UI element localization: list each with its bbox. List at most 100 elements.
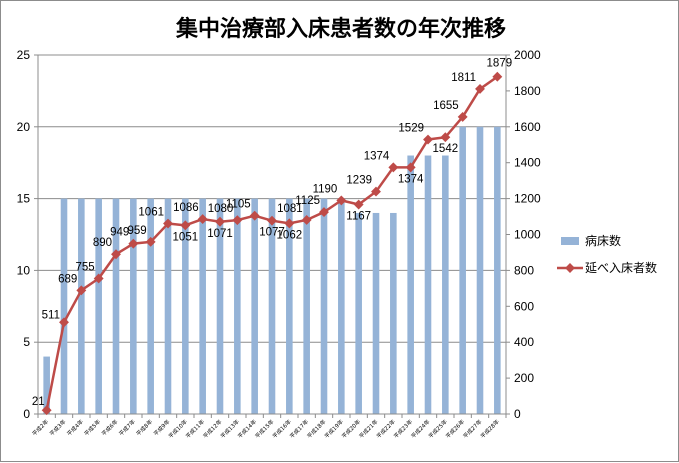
tick-label-right: 400 <box>514 335 534 349</box>
data-label: 21 <box>32 396 45 408</box>
data-label: 1811 <box>451 72 476 84</box>
tick-label-left: 0 <box>23 407 30 421</box>
tick-label-right: 2000 <box>514 48 541 62</box>
bar <box>338 198 345 414</box>
bar <box>286 198 293 414</box>
tick-label-left: 25 <box>17 48 31 62</box>
bar <box>147 198 154 414</box>
line-marker <box>423 134 433 145</box>
bar <box>442 155 449 414</box>
bar <box>303 198 310 414</box>
legend-label-line: 延べ入床者数 <box>585 260 657 275</box>
data-label: 1374 <box>398 173 424 185</box>
data-label: 689 <box>58 273 77 285</box>
bar <box>476 126 484 415</box>
line-marker <box>249 210 260 221</box>
line-marker <box>353 199 364 210</box>
data-label: 1239 <box>346 175 372 187</box>
data-label: 1879 <box>487 58 513 70</box>
line-marker <box>284 218 295 229</box>
tick-label-x: 平成8年 <box>134 417 154 437</box>
bar <box>164 198 172 414</box>
line-marker <box>371 186 381 197</box>
data-label: 1086 <box>173 202 199 214</box>
bar-series <box>43 126 501 415</box>
bar <box>320 198 328 414</box>
line-marker <box>319 207 329 218</box>
legend-marker-line <box>565 263 575 273</box>
bar <box>424 155 432 414</box>
data-label: 1542 <box>433 143 459 155</box>
tick-label-right: 1600 <box>514 120 541 134</box>
bar <box>199 198 206 414</box>
legend: 病床数 延べ入床者数 <box>557 233 657 275</box>
data-label: 1071 <box>207 228 233 240</box>
data-label: 890 <box>93 237 112 249</box>
line-marker <box>128 238 139 249</box>
bar <box>268 198 276 414</box>
tick-label-x: 平成6年 <box>100 417 120 437</box>
chart-title: 集中治療部入床患者数の年次推移 <box>175 16 506 42</box>
bar <box>78 198 85 414</box>
line-marker <box>405 162 416 173</box>
tick-label-x: 平成3年 <box>48 417 68 437</box>
line-marker <box>267 215 277 226</box>
data-label: 1081 <box>277 203 303 215</box>
legend-label-bars: 病床数 <box>585 233 621 248</box>
tick-label-x: 平成28年 <box>478 417 501 440</box>
tick-label-x: 平成2年 <box>30 417 50 437</box>
tick-label-x: 平成4年 <box>65 417 85 437</box>
bar <box>459 126 466 415</box>
data-label: 511 <box>42 309 60 321</box>
bar <box>130 198 137 414</box>
line-marker <box>301 215 312 225</box>
tick-label-x: 平成5年 <box>82 417 102 437</box>
tick-label-right: 0 <box>514 407 521 421</box>
bar <box>182 198 189 414</box>
line-marker <box>440 132 451 143</box>
line-marker <box>59 317 69 328</box>
tick-label-right: 600 <box>514 299 534 313</box>
data-label: 1374 <box>364 150 390 162</box>
legend-swatch-bars <box>561 237 579 245</box>
line-marker <box>388 162 399 173</box>
bar <box>234 198 241 414</box>
bar <box>355 212 362 414</box>
tick-label-left: 10 <box>17 263 31 277</box>
line-marker <box>232 215 243 226</box>
tick-label-left: 20 <box>17 120 31 134</box>
data-label: 1529 <box>398 123 424 135</box>
data-label: 1077 <box>259 227 285 239</box>
data-label: 1190 <box>313 183 338 195</box>
line-marker <box>163 218 173 229</box>
data-label: 1655 <box>433 100 459 112</box>
data-label: 1167 <box>346 211 371 223</box>
data-label: 1062 <box>277 229 303 241</box>
bar <box>390 212 397 414</box>
tick-label-x: 平成7年 <box>117 417 137 437</box>
tick-label-right: 200 <box>514 371 534 385</box>
bar <box>95 198 102 414</box>
bar <box>251 198 258 414</box>
data-label: 949 <box>110 227 129 239</box>
bar <box>372 212 380 414</box>
data-label: 1051 <box>173 231 199 243</box>
tick-label-left: 5 <box>23 335 30 349</box>
data-label: 1125 <box>295 195 320 207</box>
bar <box>112 198 120 414</box>
tick-label-right: 1000 <box>514 228 541 242</box>
bar <box>494 126 501 415</box>
bar <box>407 155 414 414</box>
bar <box>60 198 68 414</box>
tick-label-right: 1400 <box>514 156 541 170</box>
bar <box>43 356 50 414</box>
tick-label-right: 1800 <box>514 84 541 98</box>
line-marker <box>180 220 191 231</box>
line-marker <box>215 216 225 227</box>
data-label: 959 <box>127 225 146 237</box>
tick-label-right: 800 <box>514 263 534 277</box>
data-label: 1105 <box>226 199 251 211</box>
